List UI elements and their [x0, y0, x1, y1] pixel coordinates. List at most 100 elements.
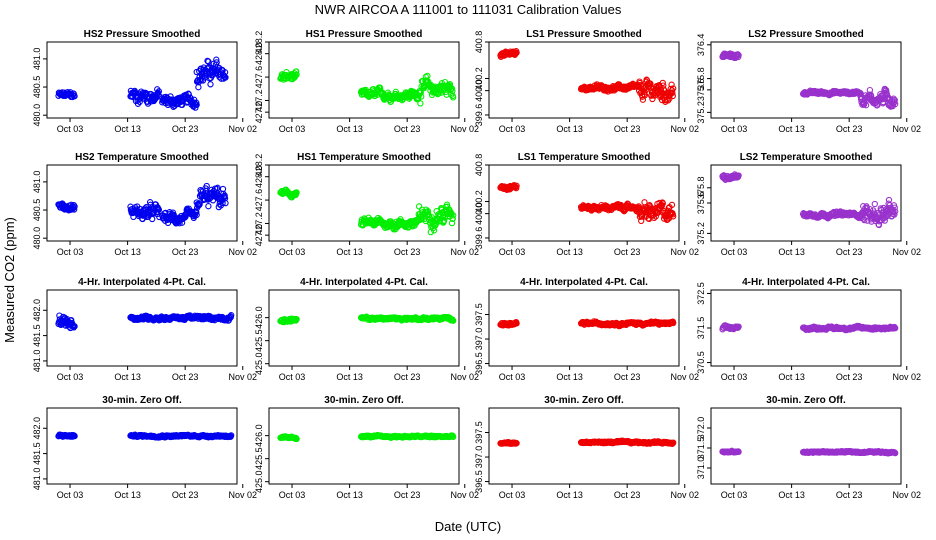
panel-frame — [268, 407, 460, 485]
y-tick-label: 425.5 — [254, 329, 264, 352]
data-point — [204, 57, 211, 65]
panel-frame — [268, 164, 460, 242]
x-tick-label: Oct 03 — [499, 490, 526, 500]
panel-ls1-zero: 30-min. Zero Off. Oct 03 Oct 13 Oct 23 Nov 0… — [474, 395, 699, 500]
y-tick-label: 427.2 — [254, 89, 264, 112]
panel-ls1-temperature: LS1 Temperature Smoothed Oct 03 Oct 13 Oct … — [474, 152, 699, 257]
data-point — [892, 208, 899, 215]
panel-points — [55, 56, 229, 111]
data-point — [664, 216, 671, 223]
y-tick-label: 428.0 — [254, 42, 264, 65]
data-point — [134, 100, 142, 107]
data-point — [735, 448, 742, 456]
x-tick-label: Oct 03 — [721, 124, 748, 134]
x-tick-label: Oct 13 — [778, 247, 805, 257]
x-tick-label: Nov 02 — [892, 372, 921, 382]
data-point — [443, 91, 450, 98]
data-point — [647, 204, 654, 211]
panel-title: HS2 Temperature Smoothed — [75, 152, 209, 163]
y-tick-label: 397.5 — [474, 303, 484, 326]
y-tick-label: 375.8 — [696, 177, 706, 200]
panel-title: LS2 Temperature Smoothed — [740, 152, 873, 163]
x-tick-label: Nov 02 — [892, 490, 921, 500]
panel-ls2-pressure: LS2 Pressure Smoothed Oct 03 Oct 13 Oct 23 N… — [696, 29, 921, 134]
data-point — [885, 200, 892, 207]
data-point — [892, 100, 899, 108]
data-point — [668, 201, 676, 209]
data-point — [71, 206, 78, 213]
y-tick-label: 397.0 — [474, 446, 484, 469]
data-point — [417, 89, 424, 96]
x-tick-label: Oct 23 — [394, 490, 421, 500]
x-tick-label: Oct 03 — [499, 247, 526, 257]
data-point — [884, 212, 891, 220]
x-tick-label: Nov 02 — [450, 124, 479, 134]
data-point — [735, 172, 742, 179]
x-tick-label: Oct 13 — [556, 490, 583, 500]
data-point — [885, 196, 893, 204]
y-tick-label: 480.0 — [32, 104, 42, 127]
x-tick-label: Oct 03 — [279, 247, 306, 257]
y-tick-label: 427.2 — [254, 212, 264, 235]
data-point — [670, 85, 677, 92]
data-point — [146, 199, 154, 206]
data-point — [735, 52, 742, 59]
data-point — [213, 185, 220, 192]
panel-frame — [46, 289, 238, 367]
y-tick-label: 481.5 — [32, 442, 42, 465]
x-tick-label: Oct 13 — [778, 124, 805, 134]
panel-ls2-interp: 4-Hr. Interpolated 4-Pt. Cal. Oct 03 Oct 1… — [696, 277, 921, 382]
data-point — [149, 215, 156, 223]
panel-points — [55, 431, 235, 441]
data-point — [669, 92, 676, 100]
y-tick-label: 371.0 — [696, 457, 706, 480]
panel-points — [497, 318, 677, 330]
x-tick-label: Nov 02 — [450, 372, 479, 382]
data-point — [670, 213, 677, 220]
panel-ls1-interp: 4-Hr. Interpolated 4-Pt. Cal. Oct 03 Oct 1… — [474, 277, 699, 382]
x-tick-label: Oct 13 — [114, 372, 141, 382]
data-point — [193, 208, 200, 216]
data-point — [207, 81, 214, 88]
data-point — [155, 91, 162, 99]
panel-ls2-zero: 30-min. Zero Off. Oct 03 Oct 13 Oct 23 Nov 0… — [696, 395, 921, 500]
y-tick-label: 481.0 — [32, 468, 42, 491]
panel-hs1-pressure: HS1 Pressure Smoothed Oct 03 Oct 13 Oct 23 N… — [254, 29, 479, 134]
x-tick-label: Oct 03 — [57, 372, 84, 382]
data-point — [417, 100, 424, 107]
data-point — [205, 203, 212, 210]
y-tick-label: 480.5 — [32, 199, 42, 222]
data-point — [195, 84, 202, 91]
data-point — [647, 80, 654, 87]
panel-frame — [268, 289, 460, 367]
panel-points — [497, 48, 677, 105]
data-point — [871, 200, 878, 208]
panel-grid: HS2 Pressure Smoothed Oct 03 Oct 13 Oct 23 N… — [32, 29, 921, 500]
data-point — [861, 216, 868, 224]
panel-ls1-pressure: LS1 Pressure Smoothed Oct 03 Oct 13 Oct 23 N… — [474, 29, 699, 134]
y-tick-label: 481.0 — [32, 350, 42, 373]
data-point — [659, 79, 666, 87]
panel-title: 30-min. Zero Off. — [102, 395, 182, 406]
data-point — [892, 449, 899, 457]
panel-points — [719, 447, 899, 457]
panel-frame — [488, 164, 680, 242]
panel-points — [497, 182, 677, 225]
data-point — [293, 71, 300, 78]
x-tick-label: Oct 23 — [394, 372, 421, 382]
panel-frame — [710, 41, 902, 119]
x-tick-label: Oct 13 — [778, 372, 805, 382]
x-tick-label: Oct 13 — [114, 247, 141, 257]
y-tick-label: 375.6 — [696, 79, 706, 102]
data-point — [196, 201, 203, 208]
y-tick-label: 480.5 — [32, 76, 42, 99]
x-tick-label: Oct 03 — [279, 490, 306, 500]
x-tick-label: Oct 13 — [114, 124, 141, 134]
panel-hs2-pressure: HS2 Pressure Smoothed Oct 03 Oct 13 Oct 23 N… — [32, 29, 257, 134]
x-tick-label: Oct 23 — [836, 372, 863, 382]
data-point — [71, 432, 78, 440]
x-tick-label: Oct 13 — [556, 247, 583, 257]
data-point — [418, 93, 425, 100]
data-point — [638, 217, 645, 225]
panel-title: HS1 Temperature Smoothed — [297, 152, 431, 163]
